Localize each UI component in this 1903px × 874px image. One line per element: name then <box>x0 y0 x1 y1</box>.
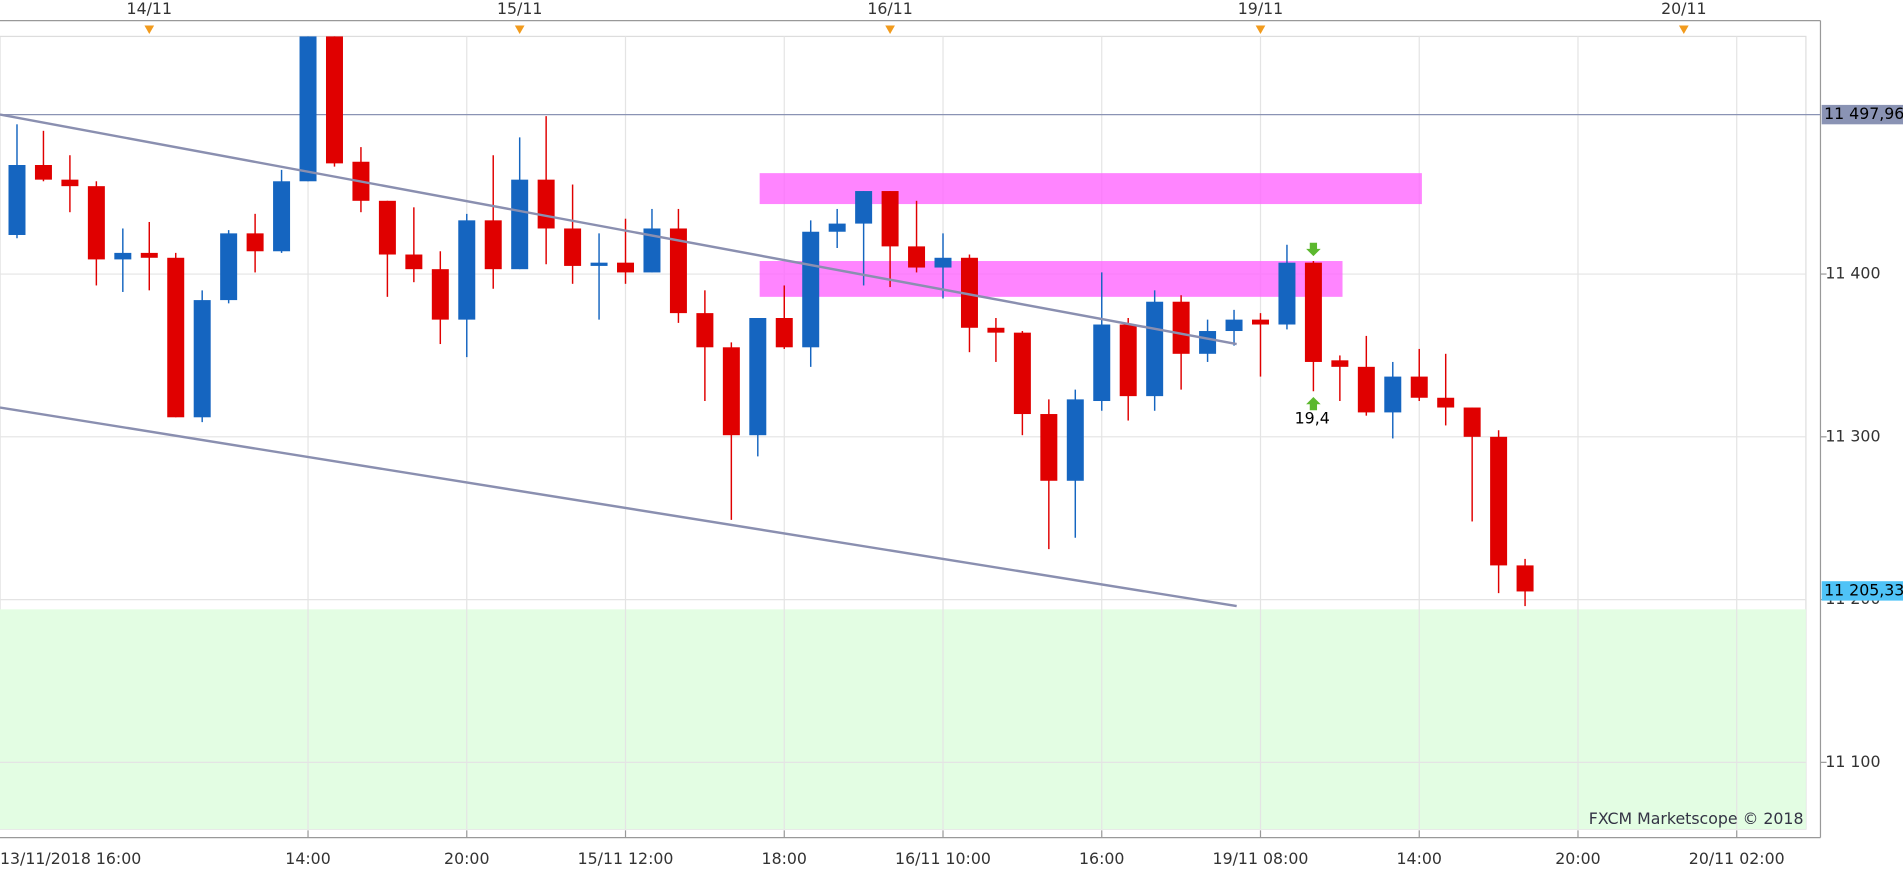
candle-body <box>590 262 608 266</box>
candle-body <box>564 228 582 266</box>
x-tick-label: 16:00 <box>1079 849 1124 868</box>
candle-body <box>220 233 238 301</box>
x-tick-label: 20:00 <box>1555 849 1600 868</box>
watermark: FXCM Marketscope © 2018 <box>1589 809 1804 828</box>
candle-body <box>1040 414 1058 481</box>
candle-body <box>431 269 449 320</box>
x-tick-label: 19/11 08:00 <box>1213 849 1309 868</box>
candle-body <box>34 165 52 180</box>
candle-body <box>325 36 343 164</box>
candle-body <box>1225 319 1243 332</box>
candle-body <box>1093 324 1111 402</box>
y-tick-label: 11 300 <box>1825 426 1880 445</box>
day-marker <box>1255 25 1266 34</box>
candle-body <box>1013 332 1031 415</box>
day-marker <box>144 25 155 34</box>
x-tick-label: 14:00 <box>1397 849 1442 868</box>
day-label: 16/11 <box>867 0 912 18</box>
level-label: 11 497,96 <box>1824 104 1903 123</box>
y-tick-label: 11 400 <box>1825 264 1880 283</box>
candle-body <box>1066 399 1084 481</box>
candle-body <box>1331 360 1349 367</box>
candle-body <box>87 186 105 260</box>
candle-body <box>167 257 185 418</box>
candle-body <box>1119 324 1137 397</box>
candle-body <box>802 231 820 348</box>
x-tick-label: 20/11 02:00 <box>1689 849 1785 868</box>
candle-body <box>193 300 211 418</box>
candle-body <box>1304 262 1322 362</box>
zone <box>759 261 1343 297</box>
x-tick-label: 18:00 <box>762 849 807 868</box>
candle-body <box>140 252 158 258</box>
candle-body <box>405 254 423 270</box>
candle-body <box>8 165 26 235</box>
candle-body <box>1516 565 1534 592</box>
candle-body <box>1199 331 1217 354</box>
candle-body <box>273 181 291 252</box>
annotation-label: 19,4 <box>1295 408 1330 427</box>
candle-body <box>960 257 978 328</box>
candle-body <box>669 228 687 314</box>
candle-body <box>1410 376 1428 398</box>
candle-body <box>775 318 793 348</box>
candle-body <box>246 233 264 252</box>
candle-body <box>1437 397 1455 408</box>
candle-body <box>1357 366 1375 413</box>
candle-body <box>114 252 132 260</box>
candle-body <box>378 200 396 255</box>
day-label: 20/11 <box>1661 0 1706 18</box>
candle-body <box>908 246 926 268</box>
candle-body <box>1463 407 1481 437</box>
candle-body <box>828 223 846 232</box>
candle-body <box>1490 436 1508 566</box>
candle-body <box>484 220 502 270</box>
candle-body <box>458 220 476 320</box>
candle-body <box>855 191 873 224</box>
candle-body <box>696 313 714 348</box>
day-label: 19/11 <box>1238 0 1283 18</box>
candle-body <box>643 228 661 273</box>
day-label: 14/11 <box>127 0 172 18</box>
candle-body <box>61 179 79 187</box>
candle-body <box>1278 262 1296 325</box>
y-tick-label: 11 100 <box>1825 752 1880 771</box>
candle-body <box>722 347 740 436</box>
x-tick-label: 14:00 <box>285 849 330 868</box>
day-label: 15/11 <box>497 0 542 18</box>
day-marker <box>514 25 525 34</box>
candle-body <box>511 179 529 270</box>
trendline <box>0 406 1237 608</box>
level-box <box>1821 581 1903 601</box>
candle-body <box>934 257 952 268</box>
level-box <box>1821 104 1903 125</box>
candle-body <box>987 327 1005 333</box>
candle-body <box>881 191 899 247</box>
candle-body <box>537 179 555 229</box>
candle-body <box>1146 301 1164 397</box>
day-marker <box>1678 25 1689 34</box>
x-tick-label: 13/11/2018 16:00 <box>0 849 141 868</box>
x-tick-label: 20:00 <box>444 849 489 868</box>
candle-body <box>299 36 317 182</box>
candle-body <box>617 262 635 273</box>
candle-body <box>749 318 767 436</box>
trendline <box>0 113 1237 346</box>
level-label: 11 205,33 <box>1824 580 1903 599</box>
x-tick-label: 15/11 12:00 <box>578 849 674 868</box>
candle-body <box>1251 319 1269 325</box>
x-tick-label: 16/11 10:00 <box>895 849 991 868</box>
shade-region <box>0 609 1806 830</box>
candle-body <box>1172 301 1190 354</box>
day-marker <box>885 25 895 34</box>
candle-body <box>1384 376 1402 413</box>
